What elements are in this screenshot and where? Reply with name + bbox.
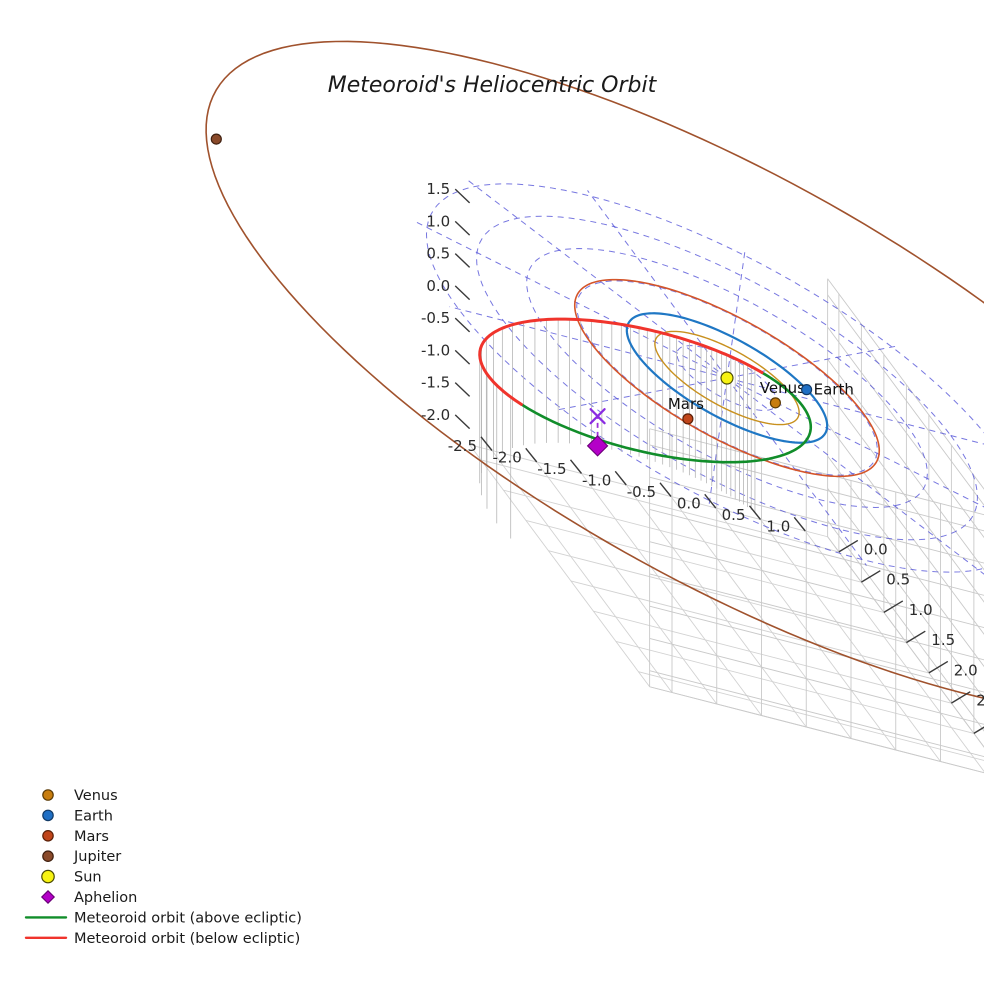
- y-tick-1: 0.5: [886, 571, 910, 589]
- page-title: Meteoroid's Heliocentric Orbit: [328, 73, 658, 98]
- meteoroid-orbit: [478, 317, 813, 464]
- z-tick-2: 0.5: [426, 245, 450, 263]
- z-tick-5: -1.0: [421, 341, 450, 359]
- z-tick-1: 1.0: [426, 212, 450, 230]
- point-label-venus: Venus: [760, 379, 805, 397]
- legend-marker-jupiter-icon: [42, 850, 54, 862]
- point-label-earth: Earth: [814, 381, 854, 399]
- legend-label: Venus: [74, 788, 118, 804]
- planet-orbits: [205, 40, 984, 699]
- legend-item[interactable]: Meteoroid orbit (above ecliptic): [24, 910, 302, 926]
- legend-item[interactable]: Aphelion: [40, 889, 138, 906]
- x-tick-5: 0.0: [677, 494, 701, 512]
- x-tick-7: 1.0: [766, 517, 790, 535]
- x-tick-3: -1.0: [582, 471, 611, 489]
- legend-label: Earth: [74, 808, 113, 824]
- legend-item[interactable]: Earth: [42, 808, 113, 824]
- y-tick-5: 2.5: [976, 692, 984, 710]
- legend: Venus Earth Mars Jupiter Sun Aphelion Meteoroi…: [24, 788, 302, 947]
- legend-marker-sun-icon: [41, 869, 55, 884]
- z-tick-4: -0.5: [421, 309, 450, 327]
- legend-label: Sun: [74, 870, 102, 886]
- z-tick-0: 1.5: [426, 180, 450, 198]
- y-tick-4: 2.0: [954, 661, 978, 679]
- legend-marker-mars-icon: [42, 829, 54, 842]
- legend-label: Meteoroid orbit (above ecliptic): [74, 910, 302, 926]
- legend-item[interactable]: Jupiter: [42, 849, 122, 865]
- legend-label: Jupiter: [73, 849, 121, 865]
- x-tick-4: -0.5: [627, 483, 656, 501]
- point-label-mars: Mars: [668, 395, 704, 413]
- y-tick-0: 0.0: [864, 540, 888, 558]
- x-tick-0: -2.5: [448, 437, 477, 455]
- legend-item[interactable]: Meteoroid orbit (below ecliptic): [24, 931, 300, 947]
- z-tick-7: -2.0: [421, 406, 450, 424]
- x-tick-2: -1.5: [537, 460, 566, 478]
- y-tick-3: 1.5: [931, 631, 955, 649]
- legend-marker-aphelion-icon: [40, 889, 56, 905]
- x-tick-1: -2.0: [492, 448, 521, 466]
- legend-marker-earth-icon: [42, 809, 54, 822]
- legend-item[interactable]: Mars: [42, 829, 109, 845]
- legend-label: Meteoroid orbit (below ecliptic): [74, 931, 300, 947]
- z-tick-6: -1.5: [421, 374, 450, 392]
- legend-marker-venus-icon: [42, 789, 54, 801]
- floor-grid: [469, 444, 984, 774]
- legend-item[interactable]: Venus: [42, 788, 118, 804]
- z-tick-3: 0.0: [426, 277, 450, 295]
- legend-label: Aphelion: [74, 890, 137, 906]
- legend-item[interactable]: Sun: [41, 869, 102, 886]
- y-tick-2: 1.0: [909, 601, 933, 619]
- x-tick-6: 0.5: [722, 506, 746, 524]
- legend-label: Mars: [74, 829, 109, 845]
- axis-tick-labels: -2.5 -2.0 -1.5 -1.0 -0.5 0.0 0.5 1.0 0.0 0.5 1.0 1.…: [421, 180, 984, 734]
- body-markers: Venus Earth Mars: [210, 133, 854, 457]
